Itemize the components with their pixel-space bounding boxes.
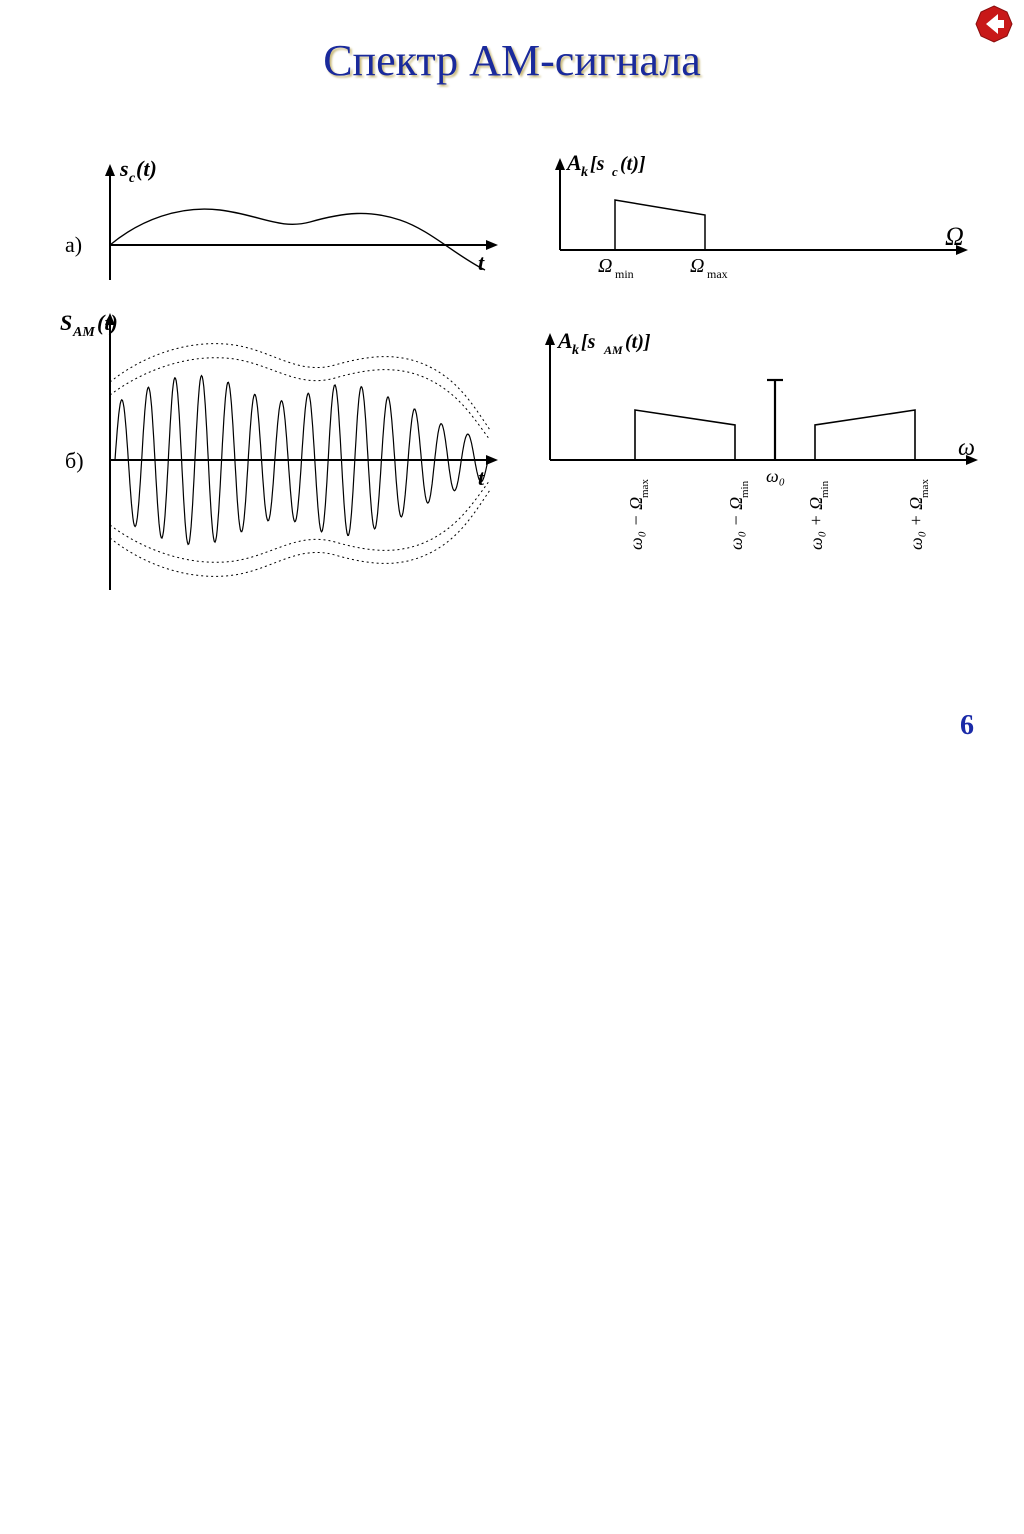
svg-text:(t)]: (t)] [620, 153, 646, 175]
slide-title: Спектр АМ-сигнала [0, 35, 1024, 86]
svg-text:AM: AM [72, 325, 95, 340]
svg-text:(t)]: (t)] [625, 331, 651, 353]
svg-text:k: k [572, 343, 579, 358]
label-sc-t: s [119, 156, 129, 181]
svg-text:min: min [739, 480, 751, 498]
svg-text:AM: AM [603, 343, 623, 357]
panel-a-left: s c (t) а) t [65, 156, 498, 280]
label-t2: t [478, 465, 485, 490]
label-b: б) [65, 448, 84, 473]
tick-w0-minus-Omin: ω₀ − Ω [726, 497, 746, 550]
svg-text:[s: [s [590, 153, 605, 175]
tick-w0-plus-Omax: ω₀ + Ω [906, 497, 926, 550]
svg-text:max: max [919, 479, 931, 498]
label-Omega-min: Ω [598, 255, 612, 277]
back-arrow-icon [974, 4, 1014, 44]
diagram-area: s c (t) а) t A k [s c (t)] Ω min Ω max Ω [30, 150, 990, 1534]
label-a: а) [65, 232, 82, 257]
label-Ak-sam: A [556, 328, 573, 353]
label-sam-t: S [60, 310, 72, 335]
svg-text:(t): (t) [136, 156, 157, 181]
svg-text:min: min [615, 267, 634, 281]
back-button[interactable] [974, 4, 1014, 44]
svg-text:max: max [639, 479, 651, 498]
svg-text:[s: [s [581, 331, 596, 353]
tick-w0-plus-Omin: ω₀ + Ω [806, 497, 826, 550]
panel-a-right: A k [s c (t)] Ω min Ω max Ω [555, 150, 968, 281]
svg-text:(t): (t) [97, 310, 118, 335]
svg-text:max: max [707, 267, 728, 281]
tick-w0-minus-Omax: ω₀ − Ω [626, 497, 646, 550]
label-Omega-max: Ω [690, 255, 704, 277]
label-omega-axis: ω [958, 435, 975, 461]
svg-text:k: k [581, 165, 588, 180]
svg-text:min: min [819, 480, 831, 498]
svg-text:c: c [612, 164, 618, 179]
label-Omega-axis: Ω [945, 222, 964, 251]
label-Ak-sc: A [565, 150, 582, 175]
panel-b-right: A k [s AM (t)] ω ω₀ − Ω max ω₀ − Ω min ω… [545, 328, 978, 550]
tick-w0: ω₀ [766, 466, 785, 486]
panel-b-left: S AM (t) б) t [60, 310, 498, 590]
label-t1: t [478, 250, 485, 275]
svg-text:c: c [129, 171, 136, 186]
